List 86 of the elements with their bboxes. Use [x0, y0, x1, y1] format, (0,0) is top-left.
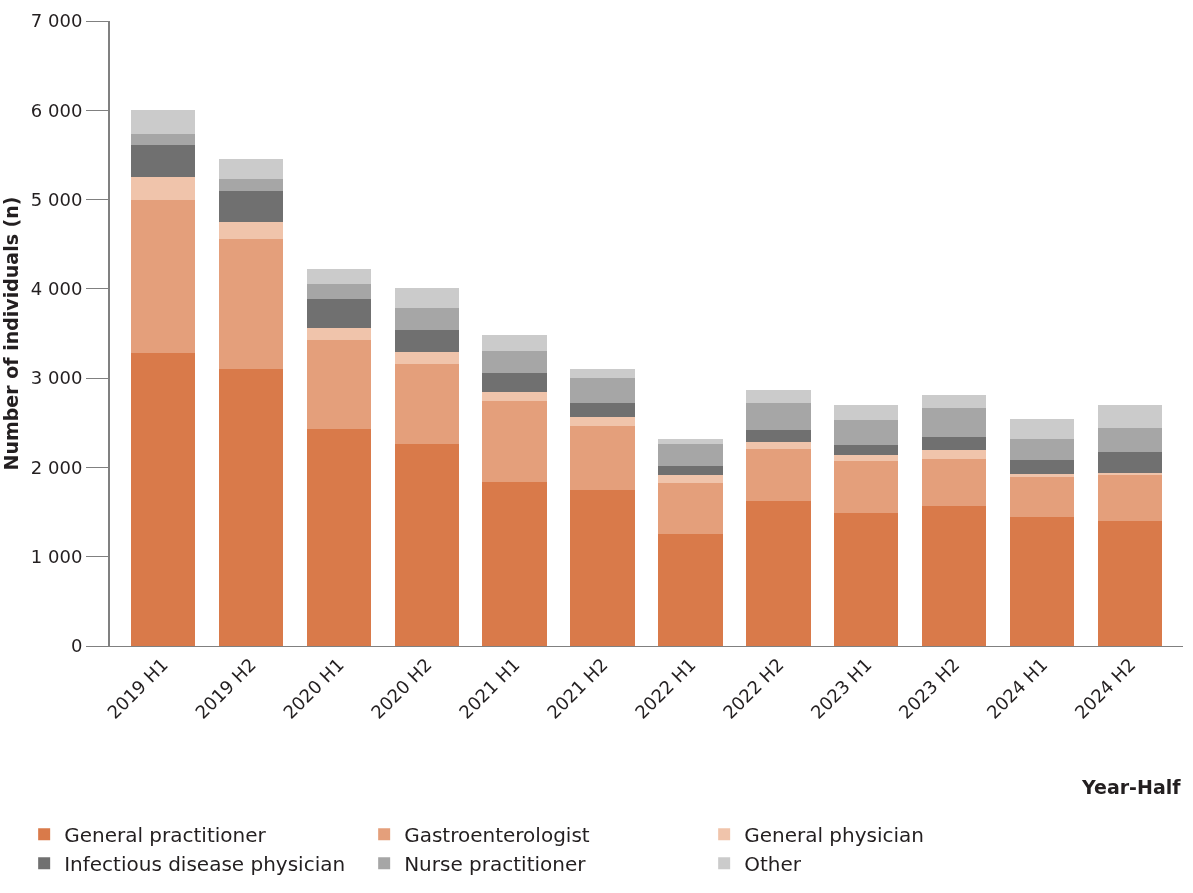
bar: [218, 221, 283, 239]
bar: [218, 159, 283, 180]
bar: [1010, 460, 1075, 474]
bar: [1010, 516, 1075, 646]
bar: [306, 429, 371, 646]
bar: [658, 444, 723, 466]
bar: [746, 429, 811, 442]
bar: [394, 444, 459, 646]
bar: [1098, 521, 1163, 646]
y-tick-label: 6 000: [30, 99, 83, 121]
bar: [834, 445, 899, 455]
bar: [922, 395, 987, 408]
bar: [218, 190, 283, 222]
bar: [482, 391, 547, 402]
bar: [130, 133, 195, 146]
bar: [1098, 404, 1163, 429]
bar: [394, 352, 459, 364]
bar: [658, 475, 723, 483]
bar: [658, 465, 723, 476]
bar: [394, 363, 459, 445]
bar: [130, 145, 195, 178]
bar: [482, 351, 547, 373]
y-tick-label: 1 000: [30, 546, 83, 568]
bar: [834, 420, 899, 446]
y-tick-label: 0: [70, 635, 83, 657]
bar: [1010, 477, 1075, 517]
bar: [570, 403, 635, 418]
bar: [922, 505, 987, 646]
bar: [746, 501, 811, 646]
bar: [1098, 452, 1163, 473]
y-tick-label: 4 000: [30, 278, 83, 300]
bar: [130, 199, 195, 354]
bar: [570, 378, 635, 404]
bar: [130, 177, 195, 200]
bar: [922, 458, 987, 506]
x-axis-title: Year-Half: [1081, 776, 1182, 798]
bar: [394, 307, 459, 330]
y-axis-title: Number of individuals (n): [0, 196, 22, 471]
bar: [834, 454, 899, 462]
bar: [834, 461, 899, 513]
bar: [130, 353, 195, 646]
bar: [218, 238, 283, 370]
y-tick-label: 3 000: [30, 367, 83, 389]
legend-label: General physician: [744, 823, 924, 848]
bar: [658, 482, 723, 534]
bar: [570, 417, 635, 427]
legend-label: Gastroenterologist: [404, 823, 590, 848]
bar: [834, 512, 899, 646]
y-tick-label: 2 000: [30, 456, 83, 478]
y-tick-label: 7 000: [30, 10, 83, 32]
bar: [394, 287, 459, 308]
bar: [834, 404, 899, 421]
bar: [218, 369, 283, 646]
bar: [306, 284, 371, 299]
legend-label: Infectious disease physician: [64, 852, 346, 877]
bar: [130, 110, 195, 134]
bar: [570, 369, 635, 379]
bar: [482, 481, 547, 646]
bar: [306, 328, 371, 340]
bar: [482, 372, 547, 392]
bar: [922, 450, 987, 459]
bar: [218, 179, 283, 191]
bar: [746, 448, 811, 502]
bar: [658, 533, 723, 646]
bar: [394, 329, 459, 353]
legend-label: Other: [744, 852, 802, 877]
bar: [482, 335, 547, 352]
bar: [306, 298, 371, 329]
bar: [658, 438, 723, 445]
bar: [746, 389, 811, 404]
bar: [570, 489, 635, 646]
bar: [922, 437, 987, 451]
bar: [746, 403, 811, 430]
bar: [482, 401, 547, 482]
bar: [1098, 475, 1163, 521]
bar: [1098, 428, 1163, 453]
bar: [1010, 419, 1075, 439]
legend-label: General practitioner: [64, 823, 267, 848]
bar: [570, 426, 635, 490]
bar: [746, 441, 811, 449]
bar: [306, 269, 371, 285]
bar: [306, 339, 371, 430]
y-tick-label: 5 000: [30, 188, 83, 210]
bar: [922, 407, 987, 438]
legend-label: Nurse practitioner: [404, 852, 587, 877]
bar: [1010, 438, 1075, 461]
